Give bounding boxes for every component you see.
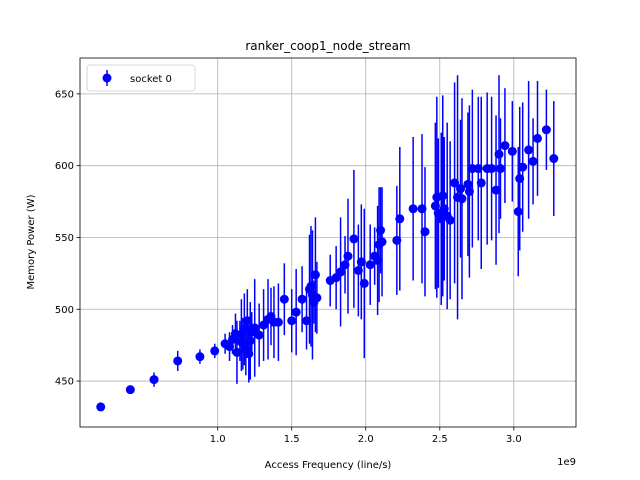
data-point — [450, 178, 460, 188]
data-point — [291, 307, 301, 317]
data-point — [533, 133, 543, 143]
plot-area — [80, 58, 576, 427]
data-point — [456, 184, 466, 194]
data-point — [373, 255, 383, 265]
x-axis-ticks: 1.0 1.5 2.0 2.5 3.0 — [210, 427, 522, 445]
data-point — [195, 352, 205, 362]
data-point — [245, 336, 255, 346]
data-point — [476, 178, 486, 188]
y-tick-label: 650 — [55, 89, 74, 100]
y-tick-label: 550 — [55, 233, 74, 244]
x-tick-label: 2.0 — [358, 434, 374, 445]
x-tick-label: 1.5 — [284, 434, 300, 445]
data-point — [356, 257, 366, 267]
data-point — [549, 154, 559, 164]
data-point — [392, 235, 402, 245]
data-point — [312, 293, 322, 303]
x-tick-label: 3.0 — [506, 434, 522, 445]
x-axis-offset-label: 1e9 — [557, 457, 576, 468]
data-point — [487, 164, 497, 174]
data-point — [376, 225, 386, 235]
data-point — [250, 323, 260, 333]
data-point — [438, 191, 448, 201]
data-point — [408, 204, 418, 214]
data-point — [495, 164, 505, 174]
x-tick-label: 1.0 — [210, 434, 226, 445]
data-point — [515, 174, 525, 184]
y-axis-ticks: 450 500 550 600 650 — [55, 89, 80, 388]
data-point — [239, 324, 249, 334]
data-point — [464, 187, 474, 197]
data-point — [353, 265, 363, 275]
data-point — [494, 149, 504, 159]
data-point — [310, 270, 320, 280]
data-point — [306, 281, 316, 291]
plot-frame — [79, 57, 577, 428]
data-point — [457, 194, 467, 204]
y-axis-label: Memory Power (W) — [26, 194, 37, 289]
data-points — [96, 125, 559, 412]
grid-lines — [80, 58, 576, 427]
y-tick-label: 450 — [55, 377, 74, 388]
data-point — [96, 402, 106, 412]
data-point — [395, 214, 405, 224]
data-point — [343, 251, 353, 261]
legend-box — [86, 64, 196, 92]
data-point — [524, 145, 534, 155]
data-point — [287, 316, 297, 326]
data-point — [244, 349, 254, 359]
legend: socket 0 — [86, 64, 196, 92]
data-point — [242, 316, 252, 326]
data-point — [173, 356, 183, 366]
data-point — [518, 162, 528, 172]
data-point — [528, 156, 538, 166]
data-point — [417, 204, 427, 214]
data-point — [513, 207, 523, 217]
data-point — [125, 385, 135, 395]
x-axis-label: Access Frequency (line/s) — [265, 460, 392, 471]
legend-label: socket 0 — [130, 74, 172, 85]
data-point — [507, 146, 517, 156]
data-point — [302, 316, 312, 326]
data-point — [297, 294, 307, 304]
data-point — [463, 179, 473, 189]
data-point — [445, 215, 455, 225]
data-point — [232, 347, 242, 357]
data-point — [473, 164, 483, 174]
data-point — [273, 317, 283, 327]
data-point — [500, 141, 510, 151]
data-point — [491, 185, 501, 195]
legend-point-marker — [102, 73, 112, 83]
data-point — [365, 260, 375, 270]
data-point — [439, 204, 449, 214]
data-point — [541, 125, 551, 135]
data-point — [149, 375, 159, 385]
y-tick-label: 500 — [55, 305, 74, 316]
data-point — [210, 346, 220, 356]
data-point — [340, 260, 350, 270]
data-point — [359, 278, 369, 288]
y-tick-label: 600 — [55, 161, 74, 172]
data-point — [420, 227, 430, 237]
data-point — [254, 330, 264, 340]
data-point — [279, 294, 289, 304]
data-point — [336, 267, 346, 277]
chart-title: ranker_coop1_node_stream — [245, 39, 410, 53]
data-point — [430, 201, 440, 211]
x-tick-label: 2.5 — [432, 434, 448, 445]
data-point — [349, 234, 359, 244]
data-point — [225, 342, 235, 352]
data-point — [377, 237, 387, 247]
